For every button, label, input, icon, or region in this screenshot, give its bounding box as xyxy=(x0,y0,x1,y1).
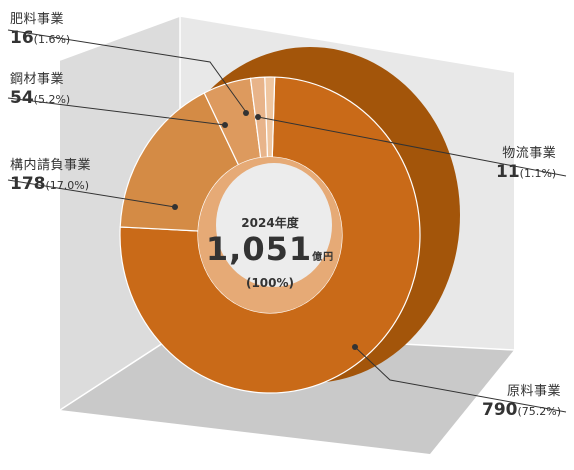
label-name: 原料事業 xyxy=(507,384,562,399)
box-edge xyxy=(59,331,181,411)
center-total-pct: (100%) xyxy=(245,276,295,290)
label-value: 178(17.0%) xyxy=(10,174,91,196)
center-unit: 億円 xyxy=(312,252,335,263)
label-logistics: 物流事業 11(1.1%) xyxy=(496,146,556,184)
leader-lines xyxy=(7,29,567,413)
label-raw-materials: 原料事業 790(75.2%) xyxy=(482,384,561,422)
label-pct: (17.0%) xyxy=(45,179,90,192)
label-pct: (75.2%) xyxy=(517,405,562,418)
donut-hole xyxy=(216,163,332,287)
leader-dot-fertilizer xyxy=(243,110,249,116)
label-value: 16(1.6%) xyxy=(10,28,70,50)
label-steel: 鋼材事業 54(5.2%) xyxy=(10,72,70,110)
leader-line-raw xyxy=(354,346,567,413)
label-name: 構内請負事業 xyxy=(10,158,92,173)
label-value-number: 54 xyxy=(10,88,34,108)
leader-line-contract xyxy=(7,179,176,208)
leader-dot-contract xyxy=(172,204,178,210)
label-pct: (5.2%) xyxy=(33,93,71,106)
center-label: 2024年度 1,051億円 (100%) xyxy=(205,214,335,290)
donut-segments xyxy=(119,76,421,394)
leader-line-steel xyxy=(7,97,226,126)
leader-line-logistics xyxy=(257,116,567,177)
leader-dot-logistics xyxy=(255,114,261,120)
label-name: 鋼材事業 xyxy=(10,72,65,87)
leader-dot-raw xyxy=(352,344,358,350)
center-year: 2024年度 xyxy=(241,216,299,230)
leader-dot-steel xyxy=(222,122,228,128)
label-name: 肥料事業 xyxy=(10,12,65,27)
label-fertilizer: 肥料事業 16(1.6%) xyxy=(10,12,70,50)
label-value-number: 11 xyxy=(496,162,520,182)
label-value-number: 790 xyxy=(482,400,518,420)
label-contract: 構内請負事業 178(17.0%) xyxy=(10,158,91,196)
label-value-number: 16 xyxy=(10,28,34,48)
center-total-value: 1,051 xyxy=(205,230,313,268)
label-pct: (1.1%) xyxy=(519,167,557,180)
inner-ring xyxy=(198,157,342,313)
box-edge xyxy=(179,15,515,73)
leader-line-fertilizer xyxy=(7,29,247,113)
label-value: 11(1.1%) xyxy=(496,162,556,184)
label-value: 54(5.2%) xyxy=(10,88,70,110)
leader-dots xyxy=(172,110,358,350)
label-value: 790(75.2%) xyxy=(482,400,561,422)
label-pct: (1.6%) xyxy=(33,33,71,46)
box-floor xyxy=(60,332,514,454)
label-name: 物流事業 xyxy=(502,146,557,161)
center-total: 1,051億円 xyxy=(205,231,335,276)
box-edge xyxy=(59,15,181,61)
label-value-number: 178 xyxy=(10,174,46,194)
